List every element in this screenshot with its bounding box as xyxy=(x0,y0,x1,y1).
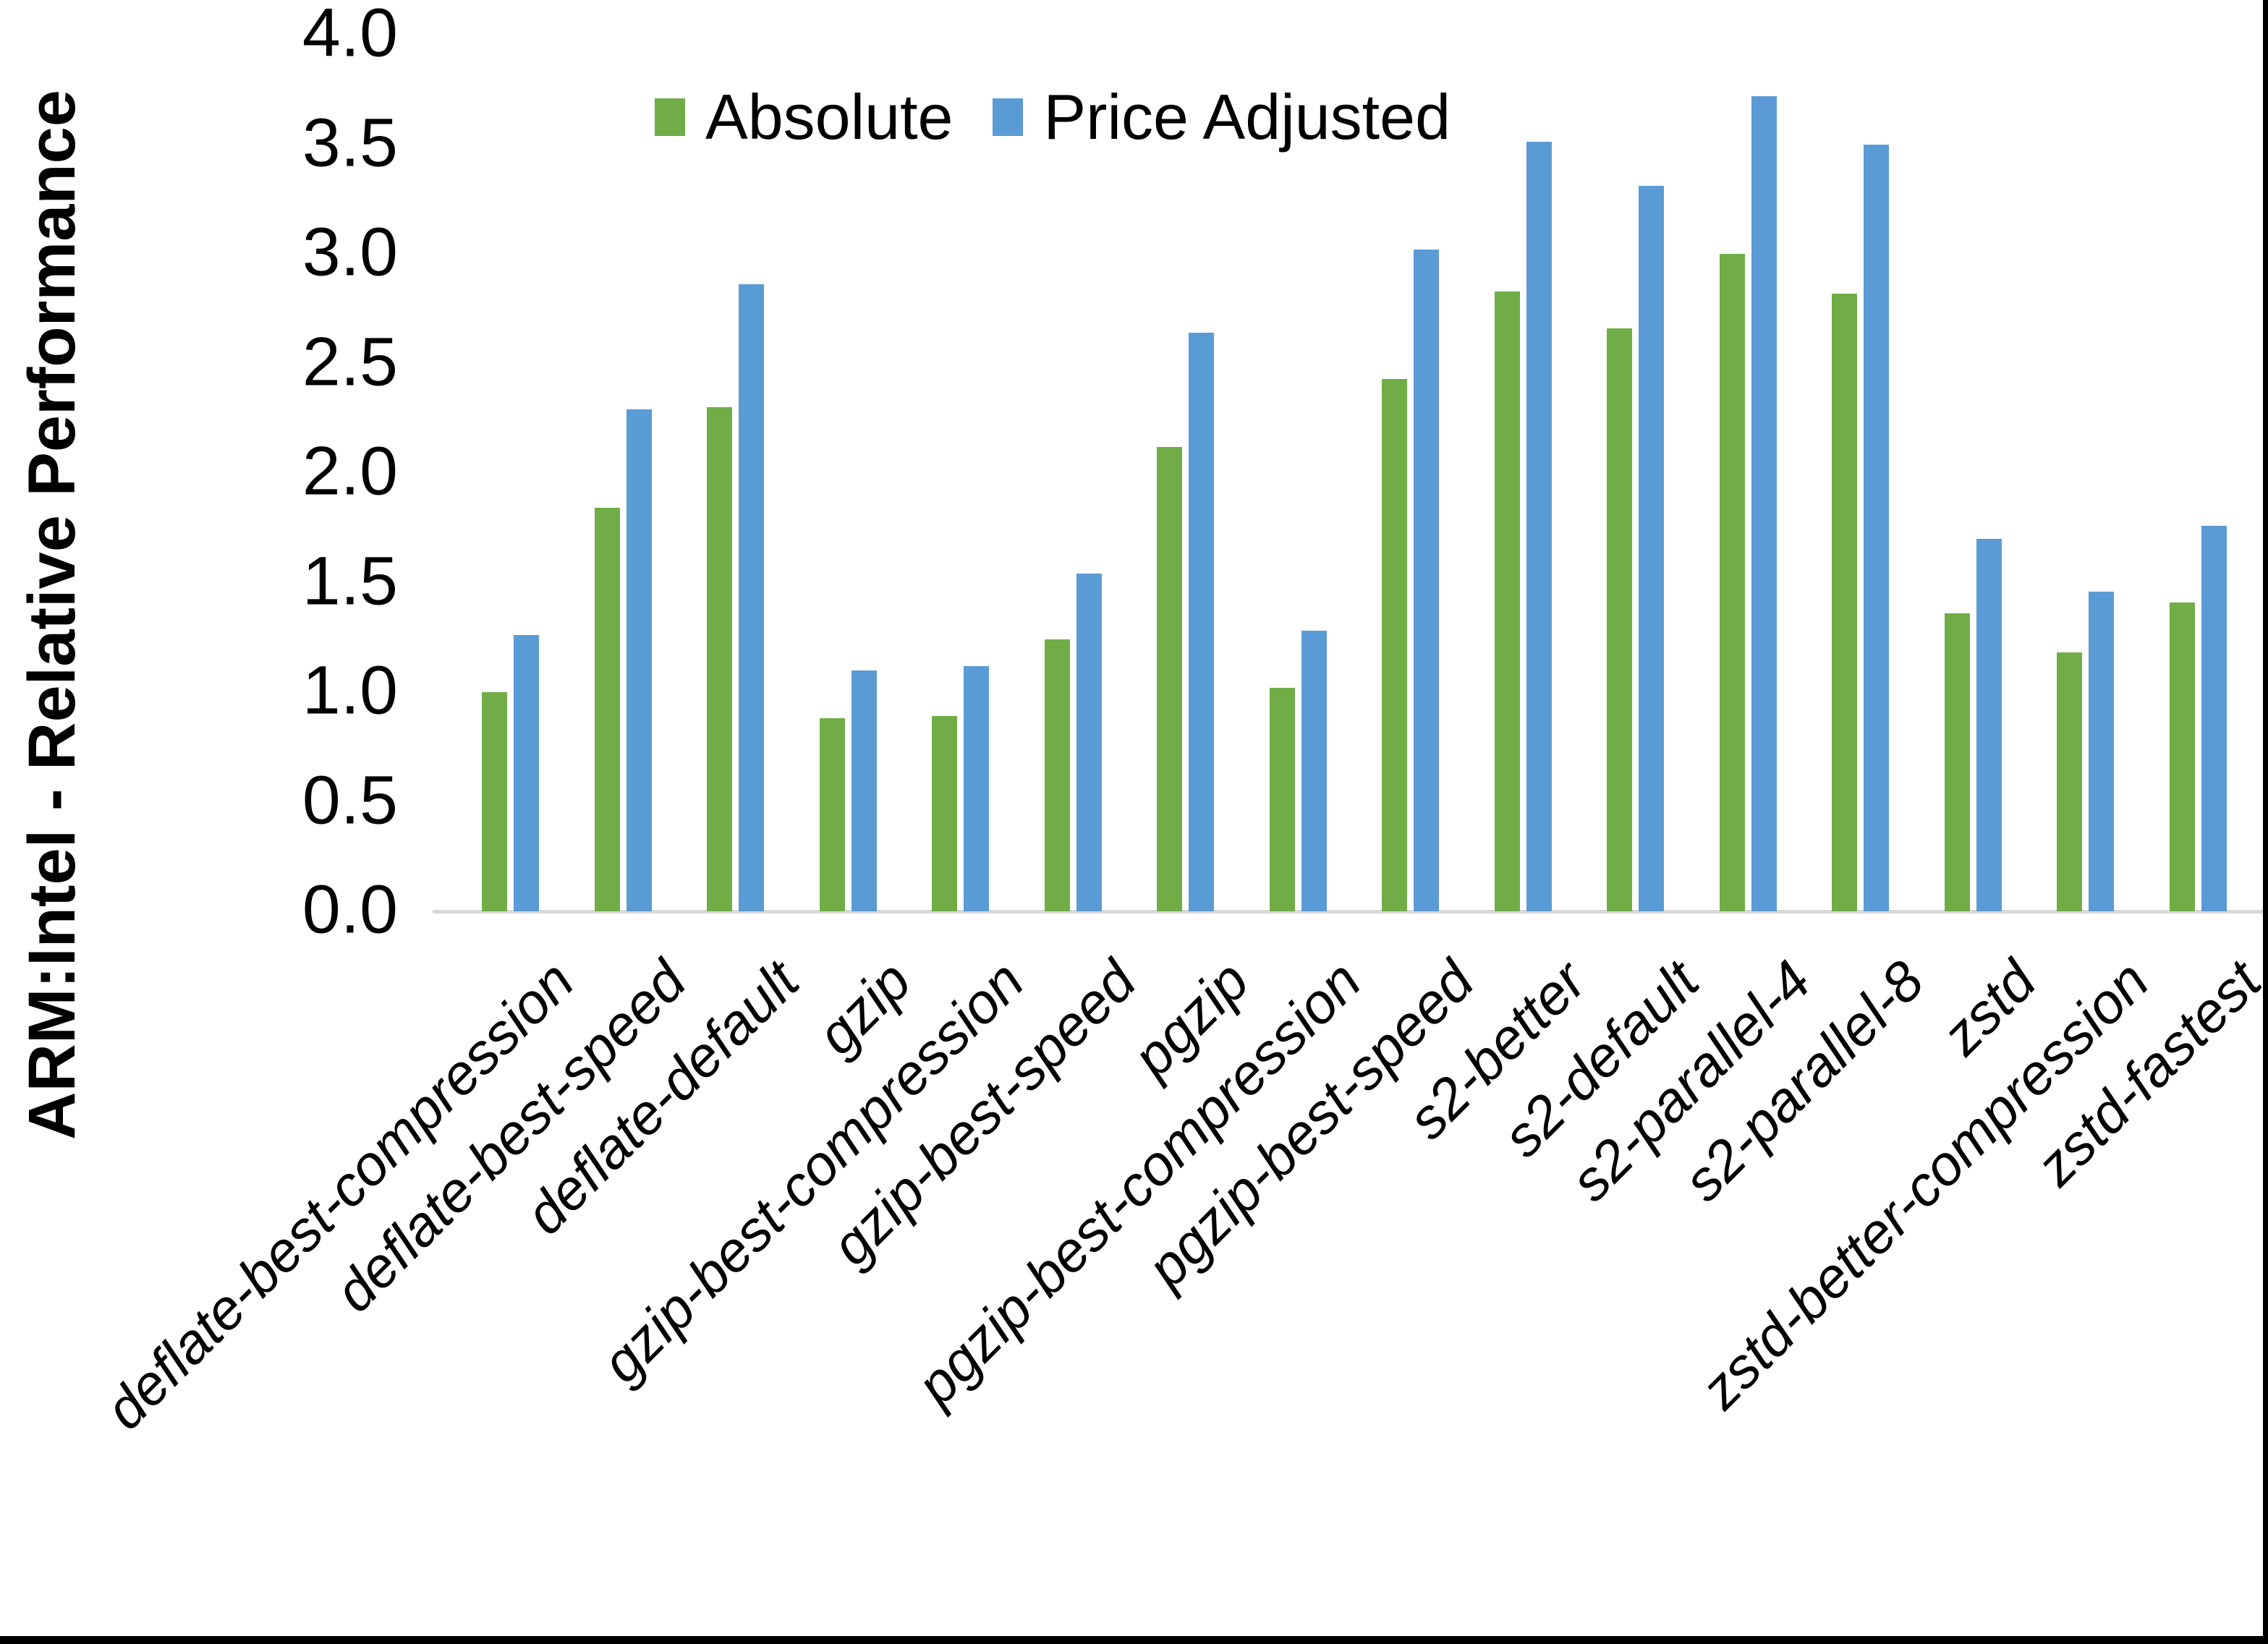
bar-deflate-best-speed-absolute xyxy=(594,508,620,911)
bar-pgzip-best-speed-price-adjusted xyxy=(1414,249,1439,911)
bar-s2-parallel-4-absolute xyxy=(1719,254,1745,911)
y-tick-label: 2.5 xyxy=(302,323,398,401)
bar-deflate-best-compression-absolute xyxy=(482,692,507,911)
bar-zstd-better-compression-price-adjusted xyxy=(2089,591,2114,911)
legend-label-absolute: Absolute xyxy=(705,81,954,153)
x-axis-line xyxy=(433,910,2263,913)
bar-zstd-fastest-price-adjusted xyxy=(2201,525,2227,911)
bar-gzip-best-compression-price-adjusted xyxy=(964,665,989,911)
y-tick-label: 1.5 xyxy=(302,542,398,620)
bar-s2-default-absolute xyxy=(1607,328,1632,911)
legend-label-price-adjusted: Price Adjusted xyxy=(1043,81,1451,153)
bar-gzip-price-adjusted xyxy=(851,670,877,911)
frame-bottom-border xyxy=(0,1636,2268,1644)
bar-s2-parallel-8-absolute xyxy=(1832,293,1857,911)
legend-item-price-adjusted: Price Adjusted xyxy=(993,85,1451,149)
bar-pgzip-best-compression-price-adjusted xyxy=(1301,631,1327,911)
bar-zstd-better-compression-absolute xyxy=(2057,652,2082,911)
bar-deflate-default-price-adjusted xyxy=(739,284,764,911)
bar-pgzip-best-speed-absolute xyxy=(1382,378,1407,911)
bar-gzip-best-speed-absolute xyxy=(1044,639,1070,911)
bar-pgzip-price-adjusted xyxy=(1189,333,1214,911)
legend: Absolute Price Adjusted xyxy=(655,85,1451,149)
x-label-deflate-best-compression: deflate-best-compression xyxy=(92,948,586,1441)
legend-item-absolute: Absolute xyxy=(655,85,953,149)
bar-zstd-fastest-absolute xyxy=(2169,602,2195,911)
bar-s2-default-price-adjusted xyxy=(1639,186,1664,911)
bar-gzip-best-compression-absolute xyxy=(932,716,957,911)
y-tick-label: 2.0 xyxy=(302,433,398,510)
bar-zstd-price-adjusted xyxy=(1976,538,2002,911)
frame-right-border xyxy=(2263,0,2268,1644)
y-tick-label: 3.0 xyxy=(302,213,398,291)
bar-gzip-best-speed-price-adjusted xyxy=(1076,574,1102,911)
bar-gzip-absolute xyxy=(819,718,845,911)
bar-pgzip-absolute xyxy=(1157,446,1182,911)
y-tick-label: 3.5 xyxy=(302,104,398,182)
legend-swatch-absolute-icon xyxy=(655,98,685,136)
bar-s2-better-price-adjusted xyxy=(1526,142,1552,911)
bar-deflate-best-speed-price-adjusted xyxy=(626,409,652,911)
y-tick-label: 0.0 xyxy=(302,871,398,948)
y-tick-label: 1.0 xyxy=(302,652,398,729)
bar-s2-parallel-4-price-adjusted xyxy=(1751,95,1777,911)
bar-pgzip-best-compression-absolute xyxy=(1269,687,1295,911)
bar-deflate-default-absolute xyxy=(707,407,732,911)
bar-s2-better-absolute xyxy=(1494,291,1520,911)
bar-zstd-absolute xyxy=(1944,613,1970,911)
y-tick-label: 4.0 xyxy=(302,0,398,72)
legend-swatch-price-adjusted-icon xyxy=(993,98,1024,136)
y-tick-label: 0.5 xyxy=(302,762,398,839)
bar-deflate-best-compression-price-adjusted xyxy=(514,635,539,911)
bar-s2-parallel-8-price-adjusted xyxy=(1864,144,1889,911)
